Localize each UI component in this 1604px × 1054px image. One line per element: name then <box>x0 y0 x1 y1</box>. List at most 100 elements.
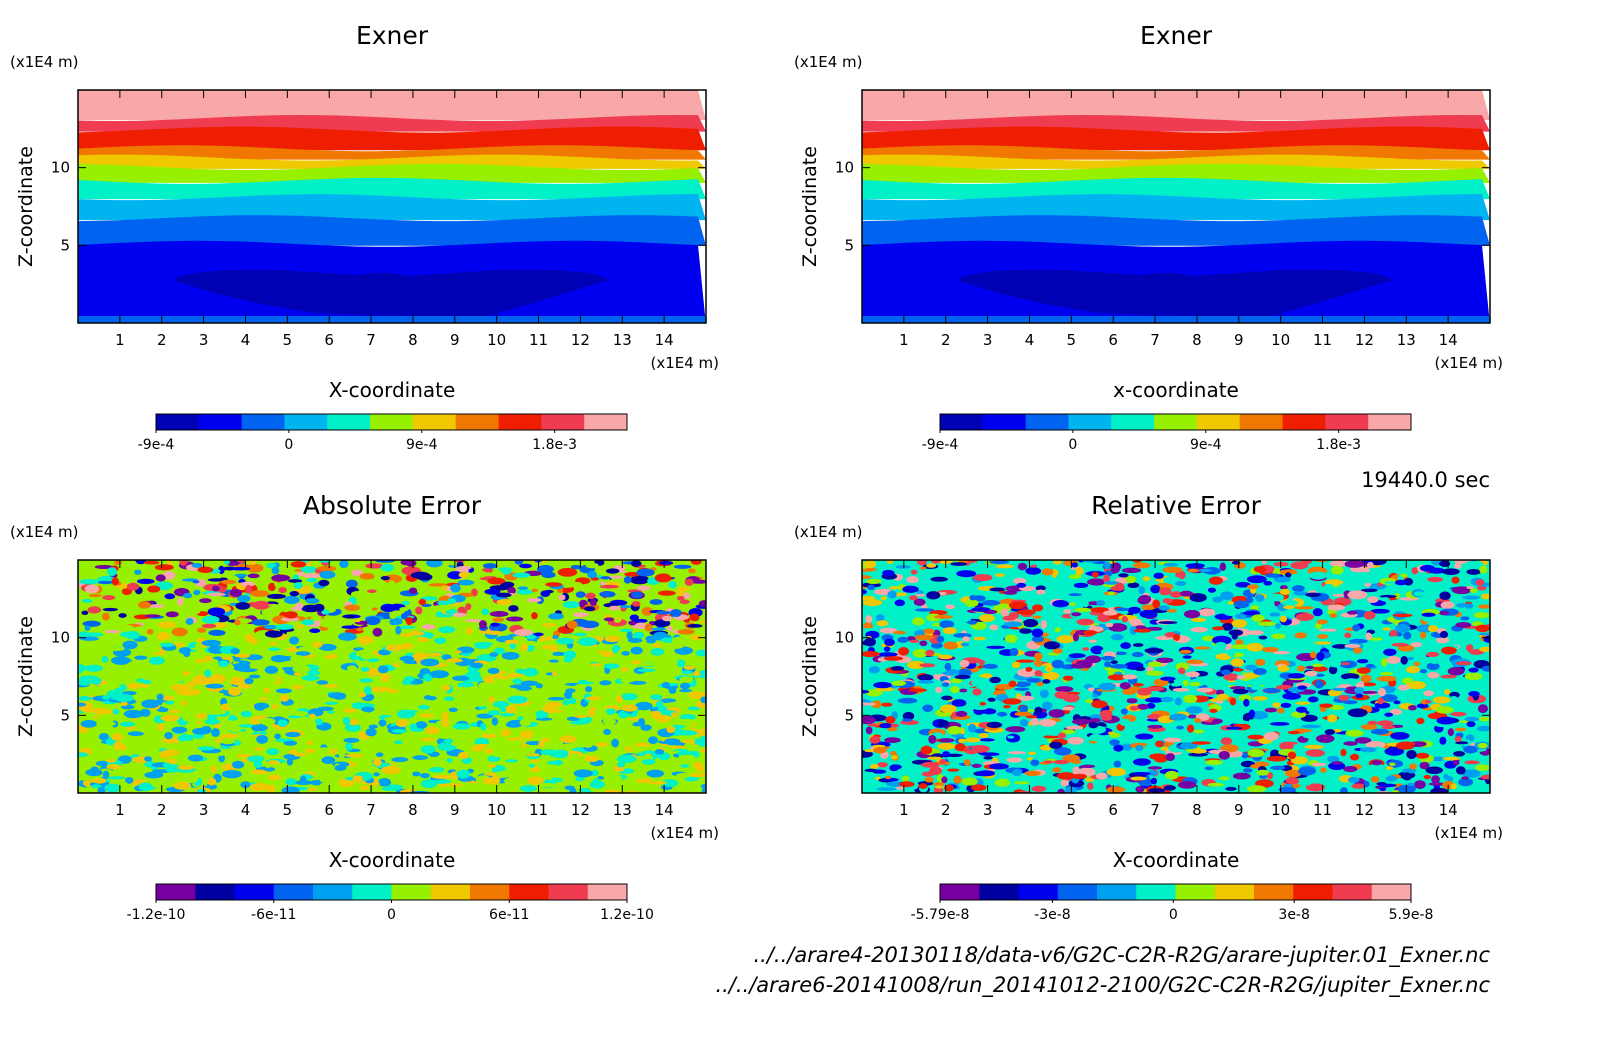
contour-blob <box>938 591 947 596</box>
contour-blob <box>326 654 338 659</box>
contour-blob <box>484 588 501 595</box>
contour-blob <box>1231 720 1249 725</box>
contour-blob <box>1212 596 1224 603</box>
contour-blob <box>380 575 390 581</box>
contour-blob <box>373 772 380 777</box>
contour-blob <box>939 759 947 764</box>
x-tick-label: 2 <box>157 331 167 349</box>
contour-blob <box>1056 635 1075 644</box>
contour-blob <box>392 729 408 734</box>
contour-blob <box>208 629 226 636</box>
contour-blob <box>268 647 281 651</box>
x-unit: (x1E4 m) <box>650 824 719 842</box>
contour-blob <box>365 728 377 737</box>
contour-blob <box>182 713 194 722</box>
contour-blob <box>1475 578 1485 586</box>
contour-blob <box>490 622 500 627</box>
contour-blob <box>995 564 1014 569</box>
contour-blob <box>1139 609 1158 619</box>
contour-blob <box>1380 597 1390 602</box>
contour-blob <box>427 690 445 696</box>
contour-blob <box>1060 779 1069 787</box>
contour-blob <box>569 720 589 725</box>
contour-blob <box>409 723 418 731</box>
contour-blob <box>1040 619 1048 629</box>
contour-blob <box>636 568 655 577</box>
contour-blob <box>1017 695 1035 701</box>
contour-blob <box>1427 624 1438 633</box>
contour-blob <box>928 734 937 744</box>
contour-blob <box>871 744 886 748</box>
colorbar-segment <box>1254 884 1294 900</box>
contour-blob <box>1197 568 1213 573</box>
contour-blob <box>655 714 672 723</box>
contour-blob <box>937 654 953 660</box>
x-tick-label: 3 <box>983 331 993 349</box>
contour-blob <box>1181 643 1188 648</box>
contour-blob <box>1034 659 1042 667</box>
contour-blob <box>602 717 616 726</box>
contour-blob <box>350 590 371 598</box>
contour-blob <box>324 701 339 705</box>
contour-blob <box>239 644 247 649</box>
contour-blob <box>266 593 286 599</box>
contour-blob <box>192 727 210 735</box>
contour-blob <box>1444 747 1451 751</box>
contour-blob <box>1335 654 1353 662</box>
contour-blob <box>585 592 596 600</box>
contour-blob <box>388 580 396 590</box>
contour-blob <box>666 725 676 734</box>
contour-blob <box>292 711 309 717</box>
contour-blob <box>489 652 499 657</box>
contour-blob <box>322 684 339 688</box>
contour-blob <box>676 659 686 668</box>
contour-blob <box>987 697 996 702</box>
contour-blob <box>360 652 373 660</box>
contour-blob <box>538 740 545 748</box>
contour-blob <box>1054 627 1061 633</box>
colorbar-segment <box>548 884 589 900</box>
contour-blob <box>471 570 488 579</box>
contour-blob <box>412 755 428 760</box>
contour-blob <box>1461 776 1469 780</box>
contour-blob <box>219 745 232 750</box>
contour-blob <box>551 651 566 656</box>
contour-blob <box>1423 774 1431 780</box>
contour-band <box>78 177 706 200</box>
colorbar-tick-label: 0 <box>1068 437 1077 453</box>
contour-blob <box>944 784 954 792</box>
contour-blob <box>1097 614 1112 623</box>
contour-blob <box>290 561 307 568</box>
contour-blob <box>1446 768 1457 777</box>
file-path: ../../arare6-20141008/run_20141012-2100/… <box>715 973 1490 998</box>
contour-blob <box>1087 782 1094 790</box>
contour-blob <box>1190 748 1208 754</box>
contour-blob <box>1415 752 1430 759</box>
contour-blob <box>425 726 440 735</box>
colorbar-segment <box>940 884 980 900</box>
contour-blob <box>1052 600 1069 608</box>
contour-blob <box>1370 728 1390 735</box>
contour-blob <box>380 603 397 613</box>
contour-blob <box>967 619 978 625</box>
contour-band <box>957 269 1392 316</box>
contour-blob <box>1028 751 1037 755</box>
contour-blob <box>1135 733 1154 740</box>
contour-blob <box>306 702 315 710</box>
contour-blob <box>300 566 317 573</box>
contour-blob <box>614 590 622 597</box>
colorbar-segment <box>430 884 471 900</box>
contour-blob <box>690 634 703 641</box>
contour-blob <box>650 694 663 701</box>
contour-blob <box>657 590 676 596</box>
contour-blob <box>1277 665 1290 672</box>
contour-blob <box>1376 675 1397 682</box>
contour-blob <box>976 770 996 777</box>
contour-blob <box>1232 688 1249 695</box>
contour-blob <box>401 600 410 606</box>
contour-blob <box>164 593 176 600</box>
contour-blob <box>431 604 451 612</box>
contour-blob <box>505 759 519 763</box>
contour-blob <box>165 700 175 705</box>
contour-blob <box>289 684 304 690</box>
